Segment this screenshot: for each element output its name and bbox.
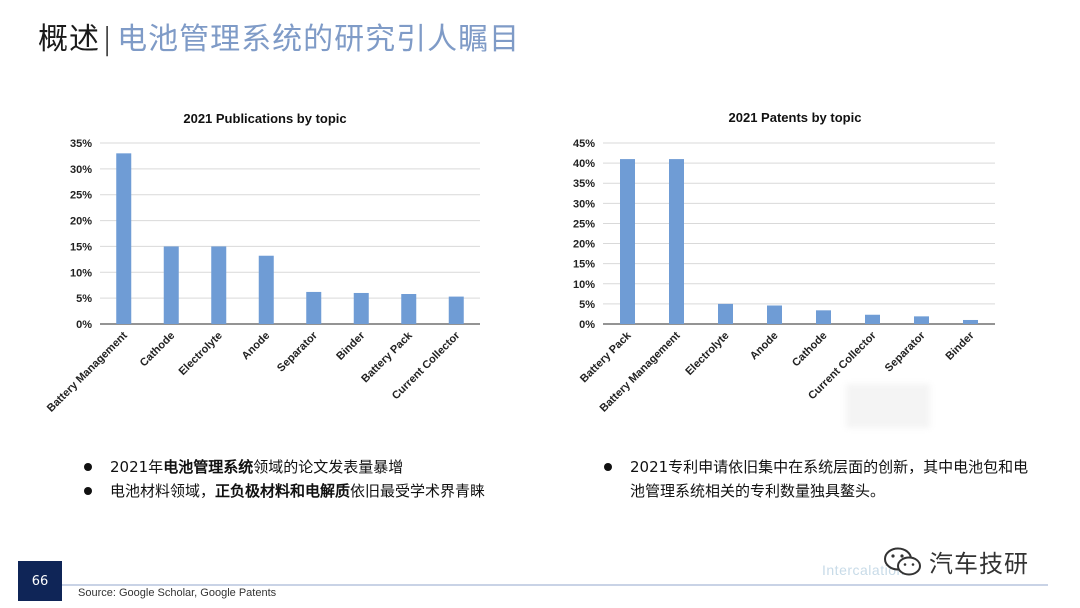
title-main: 电池管理系统的研究引人瞩目: [117, 22, 521, 57]
y-tick-label: 30%: [573, 198, 595, 210]
bullet-text-bold: 电池管理系统: [163, 458, 254, 476]
bullet-text: 依旧最受学术界青睐: [350, 482, 486, 500]
x-category-label: Electrolyte: [177, 330, 225, 378]
bar: [914, 316, 929, 324]
brand-logo: 汽车技研: [883, 544, 1029, 579]
y-tick-label: 15%: [70, 241, 92, 253]
x-category-label: Separator: [883, 329, 928, 374]
bar: [401, 294, 417, 324]
x-category-label: Battery Management: [45, 329, 130, 414]
bar: [448, 296, 464, 324]
x-category-label: Cathode: [138, 330, 178, 370]
x-category-label: Anode: [240, 330, 273, 363]
chart-title: 2021 Patents by topic: [729, 110, 862, 125]
y-tick-label: 0%: [579, 319, 595, 331]
bullet-item: 2021年电池管理系统领域的论文发表量暴增: [78, 455, 498, 479]
title-separator: |: [102, 22, 114, 57]
y-tick-label: 35%: [573, 178, 595, 190]
bar: [718, 303, 733, 324]
publications-chart: 2021 Publications by topic 0% 5% 10% 15% 20% 2…: [40, 100, 495, 440]
publications-chart-svg: 2021 Publications by topic 0% 5% 10% 15% 20% 2…: [45, 111, 480, 415]
chart-title: 2021 Publications by topic: [183, 111, 346, 126]
y-tick-label: 25%: [70, 190, 92, 202]
bullet-item: 2021专利申请依旧集中在系统层面的创新，其中电池包和电池管理系统相关的专利数量…: [598, 455, 1038, 503]
blurred-region: [846, 384, 930, 428]
title-prefix: 概述: [38, 22, 100, 57]
y-tick-label: 10%: [573, 279, 595, 291]
bar: [963, 319, 978, 324]
y-tick-label: 20%: [573, 239, 595, 251]
bullet-dot: [84, 487, 92, 495]
bullet-dot: [604, 463, 612, 471]
y-tick-label: 35%: [70, 138, 92, 150]
patents-chart: 2021 Patents by topic 0% 5% 10% 15% 20% 25% 30%…: [555, 100, 1040, 420]
bullet-text: 领域的论文发表量暴增: [253, 458, 404, 476]
page-number: 66: [18, 561, 62, 601]
source-note: Source: Google Scholar, Google Patents: [78, 587, 277, 599]
bar: [865, 314, 880, 324]
bullet-dot: [84, 463, 92, 471]
bar: [816, 310, 831, 324]
brand-name: 汽车技研: [929, 550, 1029, 578]
bar: [211, 246, 227, 324]
watermark-text: Intercalation: [822, 562, 905, 578]
x-category-label: Binder: [943, 329, 977, 363]
y-tick-label: 25%: [573, 218, 595, 230]
page-title: 概述| 电池管理系统的研究引人瞩目: [38, 14, 520, 58]
x-category-label: Electrolyte: [683, 330, 731, 378]
bar: [116, 153, 132, 324]
bar: [258, 255, 274, 324]
wechat-icon: [884, 547, 921, 575]
y-tick-label: 0%: [76, 319, 92, 331]
footer-divider: [62, 584, 1048, 586]
bullet-text: 2021年: [110, 458, 164, 476]
x-category-label: Battery Management: [598, 329, 683, 414]
y-tick-label: 45%: [573, 138, 595, 150]
bullet-text: 2021专利申请依旧集中在系统层面的创新，其中电池包和电池管理系统相关的专利数量…: [630, 458, 1029, 500]
bar: [163, 246, 179, 324]
bar: [353, 292, 369, 324]
y-tick-label: 5%: [76, 293, 92, 305]
bullet-text-bold: 正负极材料和电解质: [215, 482, 351, 500]
x-category-label: Cathode: [790, 330, 830, 370]
bullet-list-left: 2021年电池管理系统领域的论文发表量暴增 电池材料领域，正负极材料和电解质依旧最…: [78, 455, 498, 503]
y-tick-label: 20%: [70, 216, 92, 228]
y-tick-label: 10%: [70, 267, 92, 279]
y-tick-label: 30%: [70, 164, 92, 176]
patents-chart-svg: 2021 Patents by topic 0% 5% 10% 15% 20% 25% 30%…: [573, 110, 995, 415]
bullet-text: 电池材料领域，: [110, 482, 216, 500]
bar: [767, 305, 782, 324]
x-category-label: Separator: [275, 329, 320, 374]
x-category-label: Binder: [334, 329, 368, 363]
bar: [306, 291, 322, 324]
y-tick-label: 40%: [573, 158, 595, 170]
bar: [620, 159, 635, 324]
y-tick-label: 5%: [579, 299, 595, 311]
x-category-label: Anode: [748, 330, 781, 363]
bullet-list-right: 2021专利申请依旧集中在系统层面的创新，其中电池包和电池管理系统相关的专利数量…: [598, 455, 1038, 503]
bar: [669, 159, 684, 324]
bullet-item: 电池材料领域，正负极材料和电解质依旧最受学术界青睐: [78, 479, 498, 503]
y-tick-label: 15%: [573, 259, 595, 271]
